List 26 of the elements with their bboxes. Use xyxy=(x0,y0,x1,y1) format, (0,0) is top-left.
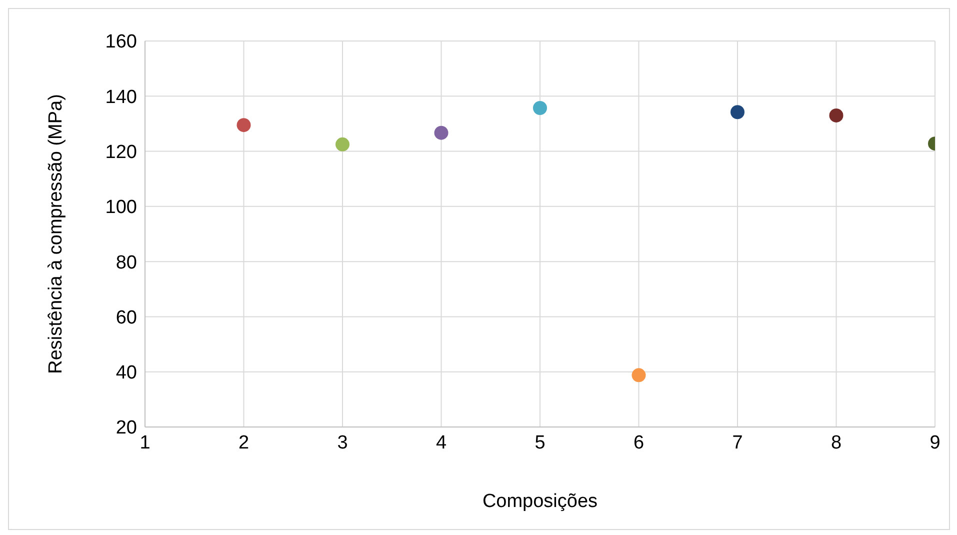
y-tick-label: 80 xyxy=(116,252,137,274)
x-tick-label: 1 xyxy=(140,432,150,454)
x-tick-label: 7 xyxy=(732,432,743,454)
point xyxy=(533,101,547,115)
x-tick-label: 8 xyxy=(830,432,842,454)
x-axis-title: Composições xyxy=(482,491,598,512)
x-tick-label: 3 xyxy=(337,432,348,454)
x-tick-label: 9 xyxy=(930,432,940,454)
point xyxy=(434,126,448,140)
point xyxy=(632,368,646,382)
point xyxy=(236,118,251,132)
y-tick-label: 160 xyxy=(105,32,137,53)
x-tick-label: 4 xyxy=(436,432,447,454)
point xyxy=(336,137,350,152)
point xyxy=(829,108,844,122)
y-tick-label: 40 xyxy=(116,362,137,384)
y-axis-title: Resistência à compressão (MPa) xyxy=(46,94,67,374)
x-tick-label: 2 xyxy=(238,432,250,454)
y-tick-label: 100 xyxy=(105,197,137,218)
y-tick-label: 120 xyxy=(105,142,137,164)
x-tick-label: 5 xyxy=(534,432,546,454)
point xyxy=(730,105,744,120)
y-tick-label: 20 xyxy=(116,418,137,439)
y-tick-label: 60 xyxy=(116,307,137,328)
x-tick-label: 6 xyxy=(633,432,644,454)
y-tick-label: 140 xyxy=(105,86,137,108)
